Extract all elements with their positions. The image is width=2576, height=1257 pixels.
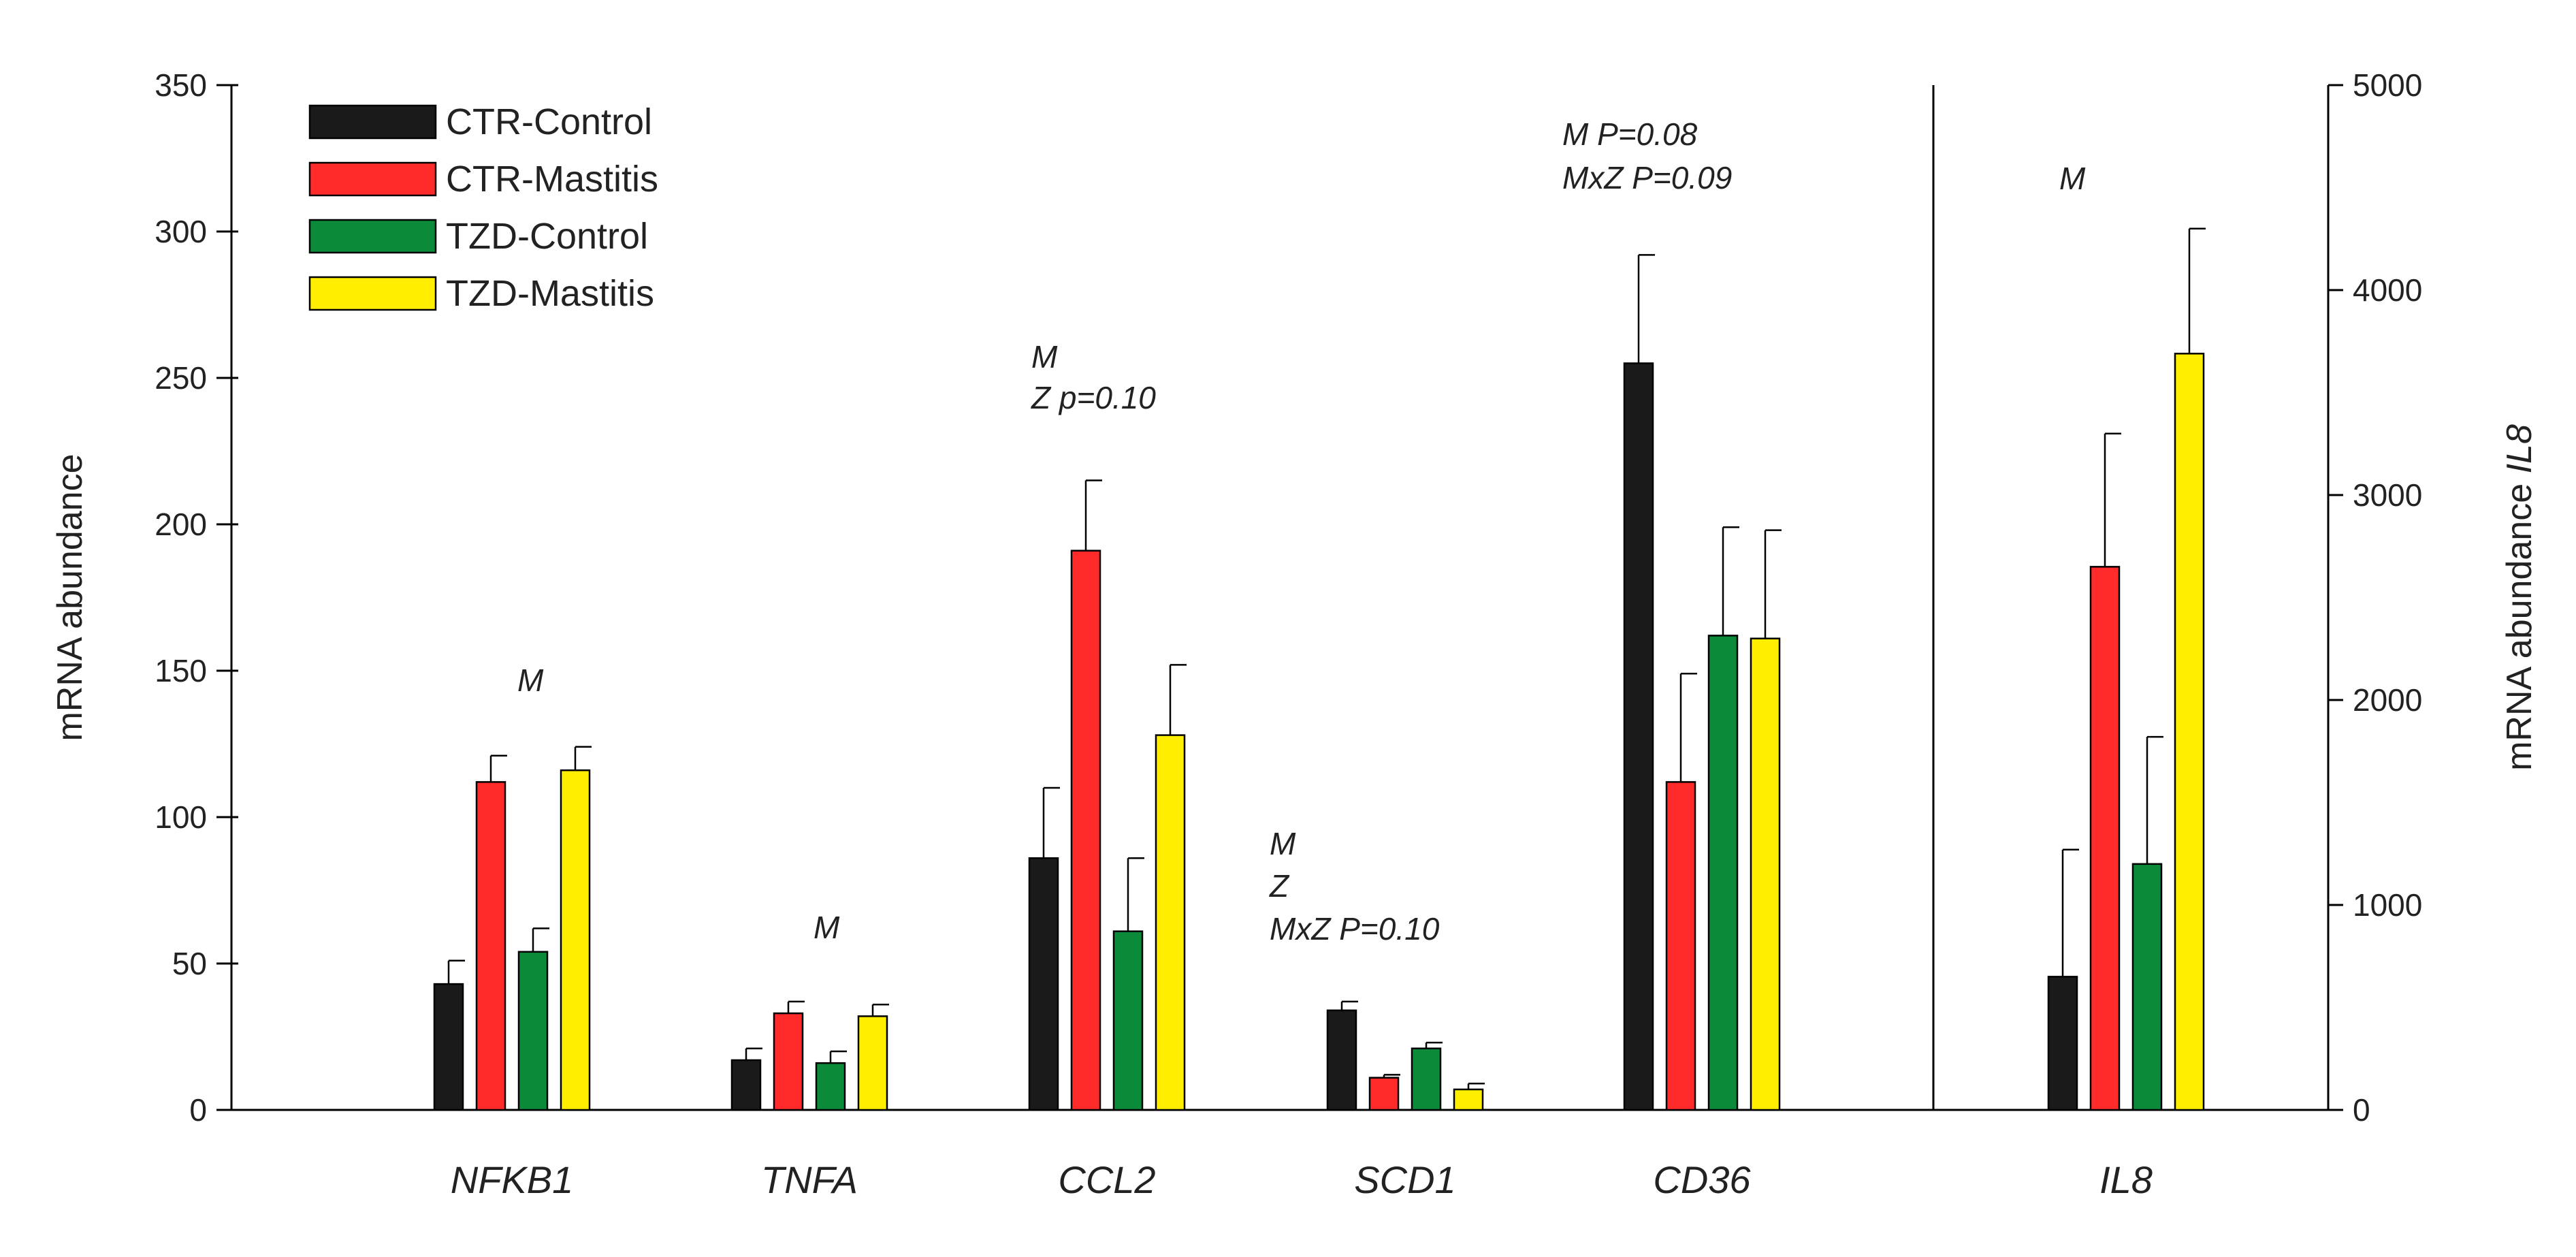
bar <box>1411 1047 1442 1111</box>
bar <box>1453 1088 1484 1111</box>
annotation: Z p=0.10 <box>1031 380 1156 415</box>
bars <box>433 227 2206 1111</box>
right-tick-label: 4000 <box>2353 272 2422 308</box>
annotation: M <box>1270 826 1296 861</box>
bar <box>1750 637 1781 1111</box>
legend-label: CTR-Control <box>446 101 652 142</box>
right-tick-label: 5000 <box>2353 67 2422 103</box>
legend: CTR-Control CTR-Mastitis TZD-Control TZD-Ma… <box>308 101 658 314</box>
category-label: CD36 <box>1653 1158 1751 1201</box>
legend-label: CTR-Mastitis <box>446 159 658 200</box>
bar <box>2131 863 2163 1111</box>
category-label: CCL2 <box>1058 1158 1155 1201</box>
bar <box>730 1059 762 1111</box>
bar <box>1326 1009 1357 1111</box>
right-axis-title-gene: IL8 <box>2500 424 2539 473</box>
bar <box>1070 550 1101 1111</box>
left-tick-label: 200 <box>155 507 207 542</box>
axes: 0 50 100 150 200 250 300 350 0 1000 2000 3000 4000 50… <box>50 67 2539 1201</box>
right-tick-label: 2000 <box>2353 682 2422 718</box>
right-tick-label: 3000 <box>2353 477 2422 513</box>
bar <box>1665 781 1696 1111</box>
annotation: MxZ P=0.10 <box>1270 911 1440 946</box>
bar <box>1155 734 1186 1111</box>
left-tick-label: 50 <box>172 946 207 981</box>
right-axis-title: mRNA abundance IL8 <box>2500 424 2539 771</box>
left-tick-label: 300 <box>155 214 207 249</box>
left-tick-label: 350 <box>155 67 207 103</box>
left-tick-label: 250 <box>155 360 207 396</box>
annotation: M P=0.08 <box>1562 116 1698 152</box>
right-tick-label: 1000 <box>2353 887 2422 923</box>
annotation: Z <box>1269 868 1290 904</box>
annotation: MxZ P=0.09 <box>1562 160 1732 195</box>
category-label: NFKB1 <box>451 1158 574 1201</box>
annotation: M <box>517 663 544 698</box>
bar <box>2047 976 2078 1111</box>
bar <box>1707 635 1739 1111</box>
left-tick-label: 0 <box>189 1092 207 1128</box>
bar <box>475 781 506 1111</box>
annotation: M <box>2059 161 2086 196</box>
left-tick-label: 150 <box>155 653 207 688</box>
bar <box>560 769 591 1111</box>
bar <box>815 1062 846 1111</box>
legend-label: TZD-Mastitis <box>446 273 654 314</box>
bar <box>1623 362 1654 1111</box>
bar <box>2174 353 2205 1111</box>
bar <box>773 1012 804 1111</box>
bar <box>1368 1077 1400 1111</box>
annotation: M <box>1031 339 1058 375</box>
category-label: SCD1 <box>1354 1158 1455 1201</box>
bar <box>1028 857 1059 1111</box>
legend-swatch <box>308 219 437 254</box>
bar <box>433 983 464 1111</box>
category-label: IL8 <box>2099 1158 2153 1201</box>
bar <box>517 951 549 1111</box>
left-tick-label: 100 <box>155 799 207 835</box>
right-axis-title-text: mRNA abundance <box>2500 473 2539 771</box>
legend-swatch <box>308 276 437 311</box>
annotation: M <box>814 910 840 945</box>
legend-swatch <box>308 104 437 140</box>
bar <box>857 1015 888 1111</box>
bar <box>1112 930 1144 1111</box>
left-axis-title: mRNA abundance <box>50 454 90 741</box>
legend-label: TZD-Control <box>446 216 648 257</box>
bar <box>2089 566 2121 1111</box>
legend-swatch <box>308 161 437 197</box>
category-label: TNFA <box>761 1158 858 1201</box>
right-tick-label: 0 <box>2353 1092 2370 1128</box>
